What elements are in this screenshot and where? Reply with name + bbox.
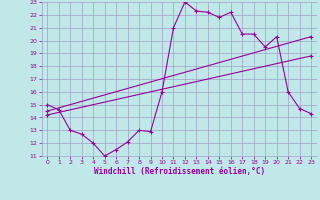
X-axis label: Windchill (Refroidissement éolien,°C): Windchill (Refroidissement éolien,°C) <box>94 167 265 176</box>
